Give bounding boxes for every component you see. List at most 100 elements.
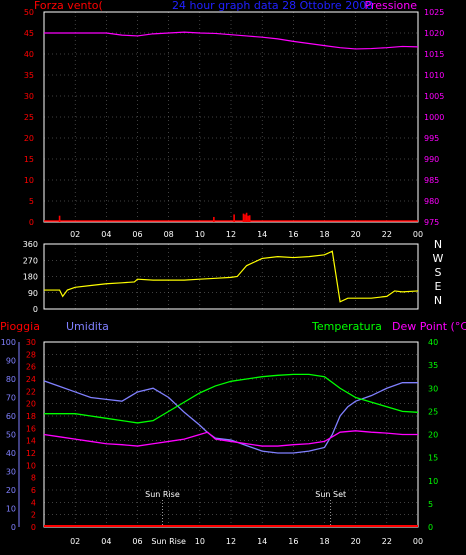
temp-tick-label: 40 (428, 338, 438, 347)
direction-letter: N (434, 294, 442, 307)
direction-tick-label: 180 (23, 273, 38, 282)
direction-letter: S (435, 266, 442, 279)
x-tick-label: 12 (226, 537, 236, 546)
humidity-tick-label: 70 (6, 394, 16, 403)
left-tick-label: 45 (24, 29, 34, 38)
right-tick-label: 1015 (424, 50, 444, 59)
wind-force-bar (244, 214, 246, 222)
x-tick-label: 20 (351, 537, 361, 546)
wind-pressure-panel: Forza vento( 24 hour graph data 28 Ottob… (24, 0, 445, 239)
x-tick-label: 00 (413, 537, 423, 546)
temp-tick-label: 25 (428, 407, 438, 416)
rain-tick-label: 12 (26, 449, 36, 458)
x-tick-label: 16 (288, 537, 298, 546)
right-tick-label: 990 (424, 155, 439, 164)
direction-tick-label: 270 (23, 256, 38, 265)
temperature-label: Temperatura (311, 320, 382, 333)
plot-frame (43, 11, 419, 223)
sun-annotation: Sun Rise (145, 490, 180, 499)
plot-frame (43, 243, 419, 310)
rain-tick-label: 30 (26, 338, 36, 347)
direction-letter: E (435, 280, 442, 293)
x-tick-label: 10 (195, 537, 205, 546)
x-tick-label: 18 (319, 230, 329, 239)
x-tick-label: 18 (319, 537, 329, 546)
right-tick-label: 980 (424, 197, 439, 206)
temp-tick-label: 35 (428, 361, 438, 370)
right-tick-label: 1020 (424, 29, 444, 38)
right-tick-label: 1005 (424, 92, 444, 101)
direction-tick-label: 0 (33, 305, 38, 314)
rain-tick-label: 0 (31, 523, 36, 532)
wind-force-bar (247, 215, 249, 222)
left-tick-label: 15 (24, 155, 34, 164)
rain-tick-label: 14 (26, 437, 36, 446)
humidity-tick-label: 40 (6, 449, 16, 458)
humidity-tick-label: 100 (1, 338, 16, 347)
wind-force-label: Forza vento( (34, 0, 103, 12)
direction-tick-label: 90 (28, 289, 38, 298)
direction-letter: N (434, 238, 442, 251)
x-tick-label: 22 (382, 230, 392, 239)
wind-force-bar (248, 215, 251, 222)
rain-tick-label: 20 (26, 400, 36, 409)
wind-force-bar (233, 214, 235, 222)
rain-tick-label: 8 (31, 474, 36, 483)
wind-force-bar (58, 215, 61, 222)
right-tick-label: 985 (424, 176, 439, 185)
x-tick-label: Sun Rise (151, 537, 186, 546)
humidity-tick-label: 60 (6, 412, 16, 421)
x-tick-label: 04 (101, 230, 111, 239)
right-tick-label: 1000 (424, 113, 444, 122)
dew-point-line (43, 430, 418, 447)
dew-point-label: Dew Point (°C) (392, 320, 466, 333)
left-tick-label: 35 (24, 71, 34, 80)
x-tick-label: 22 (382, 537, 392, 546)
x-tick-label: 02 (70, 537, 80, 546)
sun-annotation: Sun Set (315, 490, 346, 499)
wind-direction-line (44, 250, 419, 303)
temp-tick-label: 10 (428, 477, 438, 486)
temp-tick-label: 5 (428, 500, 433, 509)
right-tick-label: 975 (424, 218, 439, 227)
wind-force-bar (242, 213, 245, 222)
wind-force-bar (213, 216, 215, 222)
rain-tick-label: 6 (31, 486, 36, 495)
left-tick-label: 5 (29, 197, 34, 206)
rain-tick-label: 2 (31, 511, 36, 520)
x-tick-label: 14 (257, 537, 267, 546)
right-tick-label: 1025 (424, 8, 444, 17)
humidity-tick-label: 0 (11, 523, 16, 532)
direction-tick-label: 360 (23, 240, 38, 249)
temp-tick-label: 30 (428, 384, 438, 393)
chart-title: 24 hour graph data 28 Ottobre 2008 (172, 0, 373, 12)
temp-tick-label: 0 (428, 523, 433, 532)
humidity-tick-label: 20 (6, 486, 16, 495)
humidity-tick-label: 30 (6, 468, 16, 477)
left-tick-label: 40 (24, 50, 34, 59)
direction-letter: W (433, 252, 444, 265)
rain-tick-label: 28 (26, 350, 36, 359)
rain-tick-label: 22 (26, 387, 36, 396)
x-tick-label: 06 (132, 537, 142, 546)
x-tick-label: 14 (257, 230, 267, 239)
x-tick-label: 04 (101, 537, 111, 546)
left-tick-label: 30 (24, 92, 34, 101)
left-tick-label: 50 (24, 8, 34, 17)
pressure-label: Pressione (365, 0, 418, 12)
x-tick-label: 02 (70, 230, 80, 239)
humidity-tick-label: 10 (6, 505, 16, 514)
left-tick-label: 20 (24, 134, 34, 143)
rain-tick-label: 4 (31, 498, 36, 507)
rain-tick-label: 24 (26, 375, 36, 384)
humidity-tick-label: 90 (6, 357, 16, 366)
x-tick-label: 20 (351, 230, 361, 239)
humidity-tick-label: 80 (6, 375, 16, 384)
x-tick-label: 00 (413, 230, 423, 239)
right-tick-label: 995 (424, 134, 439, 143)
temp-tick-label: 15 (428, 454, 438, 463)
rain-tick-label: 10 (26, 461, 36, 470)
rain-label: Pioggia (0, 320, 40, 333)
x-tick-label: 10 (195, 230, 205, 239)
